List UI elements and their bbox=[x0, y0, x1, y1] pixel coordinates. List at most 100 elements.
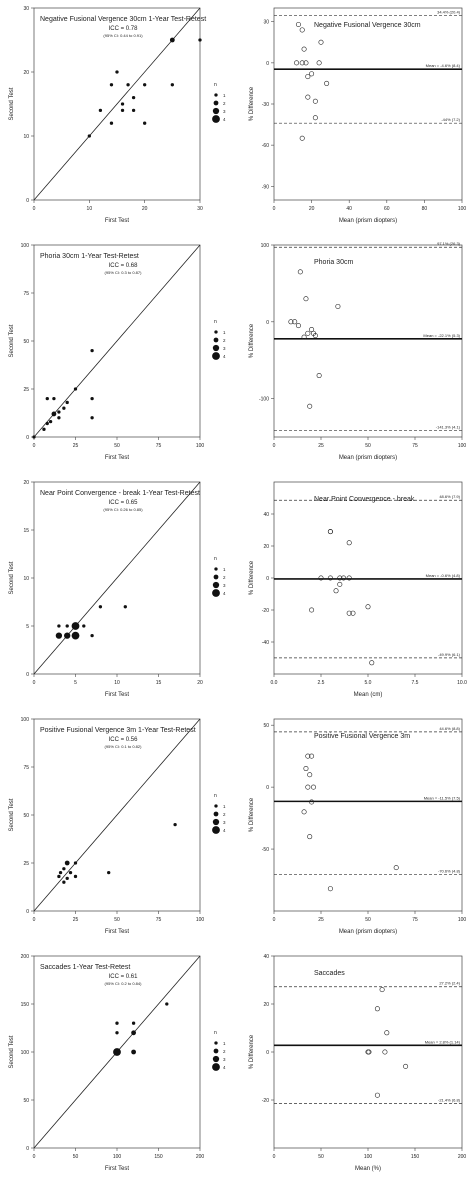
data-point bbox=[346, 610, 352, 616]
y-tick-label: 50 bbox=[23, 339, 29, 345]
x-tick-label: 40 bbox=[346, 206, 352, 212]
x-tick-label: 50 bbox=[114, 443, 120, 449]
data-point bbox=[45, 421, 49, 426]
data-point bbox=[131, 95, 136, 100]
data-point bbox=[365, 604, 371, 610]
data-point bbox=[87, 134, 91, 138]
chart-svg: 0 10 20 30 0 10 20 30 First Test Second Test Negat… bbox=[9, 6, 226, 224]
legend-marker bbox=[212, 344, 220, 352]
data-point bbox=[32, 435, 36, 439]
data-point bbox=[57, 416, 61, 420]
y-tick-label: 0 bbox=[266, 61, 269, 67]
chart-title: Phoria 30cm 1-Year Test-Retest bbox=[40, 253, 139, 260]
data-point bbox=[310, 784, 316, 790]
plot-frame bbox=[273, 481, 463, 675]
data-point bbox=[337, 575, 343, 581]
legend-label: 1 bbox=[223, 1041, 226, 1046]
data-point bbox=[318, 39, 324, 45]
y-tick-label: 0 bbox=[266, 1050, 269, 1056]
legend-marker bbox=[212, 107, 220, 115]
x-axis-label: Mean (prism diopters) bbox=[339, 218, 397, 224]
data-point bbox=[318, 575, 324, 581]
legend-marker bbox=[212, 352, 220, 360]
legend-label: 4 bbox=[223, 591, 226, 596]
x-tick-label: 0 bbox=[273, 443, 276, 449]
x-tick-label: 10 bbox=[114, 680, 120, 686]
confidence-interval: (95% CI: 0.26 to 0.85) bbox=[103, 507, 143, 512]
identity-line bbox=[33, 718, 201, 912]
legend-label: 3 bbox=[223, 1057, 226, 1062]
data-point bbox=[393, 865, 399, 871]
x-tick-label: 150 bbox=[154, 1154, 163, 1160]
x-tick-label: 30 bbox=[197, 206, 203, 212]
data-point bbox=[307, 403, 313, 409]
data-point bbox=[324, 80, 330, 86]
data-point bbox=[65, 400, 69, 405]
legend-label: 2 bbox=[223, 812, 226, 817]
y-tick-label: 15 bbox=[23, 528, 29, 534]
legend-label: 3 bbox=[223, 346, 226, 351]
x-tick-label: 25 bbox=[318, 917, 324, 923]
x-tick-label: 50 bbox=[114, 917, 120, 923]
data-point bbox=[403, 1063, 409, 1069]
y-tick-label: -90 bbox=[262, 184, 269, 190]
data-point bbox=[65, 624, 69, 628]
data-point bbox=[303, 766, 309, 772]
x-tick-label: 0 bbox=[273, 1154, 276, 1160]
x-tick-label: 60 bbox=[384, 206, 390, 212]
y-tick-label: -20 bbox=[262, 608, 269, 614]
x-tick-label: 25 bbox=[73, 443, 79, 449]
data-point bbox=[123, 605, 127, 609]
legend-marker bbox=[213, 100, 219, 106]
y-axis-label: % Difference bbox=[249, 560, 255, 595]
x-tick-label: 5 bbox=[74, 680, 77, 686]
data-point bbox=[307, 834, 313, 840]
x-tick-label: 100 bbox=[458, 917, 467, 923]
y-tick-label: 10 bbox=[23, 576, 29, 582]
legend-marker bbox=[212, 826, 220, 834]
data-point bbox=[305, 74, 311, 80]
data-point bbox=[131, 108, 136, 113]
y-axis-label: % Difference bbox=[249, 86, 255, 121]
data-point bbox=[382, 1049, 388, 1055]
y-tick-label: 10 bbox=[23, 134, 29, 140]
chart-title: Phoria 30cm bbox=[314, 259, 353, 266]
x-tick-label: 80 bbox=[422, 206, 428, 212]
chart-svg: 0 25 50 75 100 50 0 -50 Mean (prism diopters) % D… bbox=[249, 718, 467, 935]
legend-marker bbox=[212, 1063, 220, 1071]
confidence-interval: (95% CI: 0.3 to 0.87) bbox=[105, 270, 143, 275]
data-point bbox=[90, 396, 94, 401]
lower-limit-label: -70.6% (4.8) bbox=[438, 869, 461, 874]
y-tick-label: 25 bbox=[23, 861, 29, 867]
data-point bbox=[301, 334, 307, 340]
x-tick-label: 200 bbox=[458, 1154, 467, 1160]
legend-marker bbox=[212, 818, 220, 826]
data-point bbox=[73, 874, 78, 879]
y-axis-label: Second Test bbox=[9, 87, 15, 120]
upper-limit-label: 48.6% (7.9) bbox=[439, 494, 460, 499]
legend-marker bbox=[212, 115, 220, 123]
data-point bbox=[297, 269, 303, 275]
bland-altman-plot-1: 0 20 40 60 80 100 30 0 -30 -60 -90 Mean (prism diop… bbox=[240, 2, 472, 237]
x-axis-label: Mean (%) bbox=[355, 1166, 381, 1172]
chart-title: Positive Fusional Vergence 3m 1-Year Tes… bbox=[40, 727, 196, 734]
x-tick-label: 200 bbox=[196, 1154, 205, 1160]
icc-value: ICC = 0.61 bbox=[109, 974, 139, 980]
y-tick-label: 50 bbox=[263, 723, 269, 729]
identity-line bbox=[33, 481, 201, 675]
data-point bbox=[170, 83, 174, 87]
chart-svg: 0.0 2.5 5.0 7.5 10.0 40 20 0 -20 -40 Mean (cm) % Di… bbox=[249, 481, 467, 698]
y-tick-label: 25 bbox=[23, 387, 29, 393]
mean-label: Mean = -0.6% (4.8) bbox=[426, 573, 461, 578]
data-point bbox=[335, 303, 341, 309]
y-tick-label: -50 bbox=[262, 847, 269, 853]
legend-title: n bbox=[214, 556, 217, 562]
legend-label: 1 bbox=[223, 567, 226, 572]
data-point bbox=[57, 624, 61, 628]
data-point bbox=[143, 121, 147, 125]
test-retest-plot-1: 0 10 20 30 0 10 20 30 First Test Second Test Negat… bbox=[0, 2, 232, 237]
legend-marker bbox=[213, 337, 219, 343]
confidence-interval: (95% CI: 0.1 to 0.82) bbox=[105, 744, 143, 749]
chart-svg: 0 5 10 15 20 0 5 10 15 20 First Test Second Test Nea… bbox=[9, 480, 226, 698]
